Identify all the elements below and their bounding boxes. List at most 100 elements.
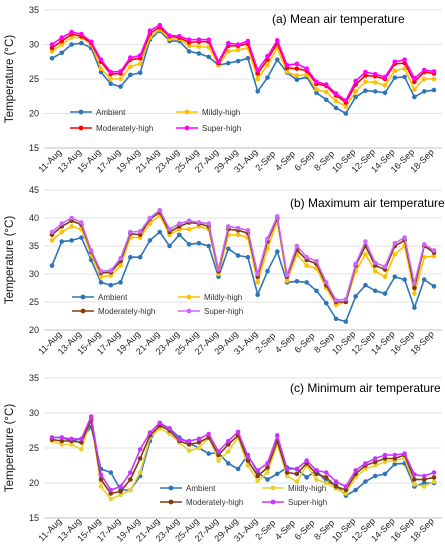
- data-point: [69, 442, 74, 447]
- data-point: [128, 470, 133, 475]
- data-point: [343, 491, 349, 496]
- y-tick-label: 30: [29, 408, 39, 418]
- series-line: [51, 28, 434, 108]
- data-point: [333, 98, 339, 104]
- data-point: [88, 39, 94, 45]
- data-point: [343, 319, 349, 324]
- data-point: [353, 261, 358, 267]
- data-point: [372, 268, 378, 274]
- data-point: [255, 271, 260, 277]
- data-point: [314, 258, 319, 264]
- data-point: [255, 478, 260, 484]
- x-tick-label: 4-Sep: [273, 331, 297, 355]
- data-point: [245, 56, 251, 61]
- data-point: [255, 67, 260, 73]
- data-point: [382, 90, 388, 96]
- data-point: [206, 431, 212, 437]
- data-point: [59, 221, 65, 226]
- series-line: [51, 231, 435, 323]
- data-point: [49, 56, 55, 61]
- data-point: [431, 479, 437, 484]
- data-point: [118, 263, 123, 268]
- data-point: [284, 466, 290, 472]
- data-point: [363, 239, 368, 244]
- data-point: [196, 445, 202, 451]
- x-tick-label: 4-Sep: [273, 149, 297, 173]
- y-tick-label: 35: [29, 373, 39, 383]
- data-point: [353, 89, 358, 94]
- data-point: [108, 69, 114, 75]
- data-point: [118, 69, 123, 74]
- data-point: [108, 81, 114, 87]
- data-point: [314, 471, 319, 477]
- data-point: [69, 238, 74, 243]
- data-point: [69, 29, 74, 35]
- data-point: [412, 285, 417, 291]
- data-point: [59, 435, 65, 440]
- data-point: [137, 447, 143, 452]
- data-point: [186, 242, 192, 247]
- data-point: [333, 479, 339, 484]
- data-point: [245, 458, 251, 463]
- data-point: [98, 274, 104, 280]
- legend-swatch-marker: [80, 308, 86, 314]
- data-point: [79, 220, 84, 225]
- x-tick-label: 6-Sep: [293, 518, 317, 542]
- data-point: [226, 224, 231, 229]
- data-point: [304, 475, 309, 480]
- data-point: [304, 72, 309, 78]
- legend-item: Ambient: [72, 293, 128, 302]
- data-point: [294, 73, 300, 78]
- data-point: [284, 473, 290, 479]
- data-point: [294, 243, 300, 249]
- data-point: [137, 53, 143, 58]
- data-point: [157, 229, 163, 235]
- data-point: [382, 274, 388, 280]
- legend-swatch-marker: [184, 109, 190, 115]
- data-point: [108, 268, 114, 273]
- legend-label: Moderately-high: [186, 498, 243, 507]
- chart-panel-2: 20253035404511-Aug13-Aug15-Aug17-Aug19-A…: [4, 185, 445, 357]
- data-point: [118, 280, 123, 285]
- data-point: [314, 468, 319, 473]
- data-point: [314, 90, 319, 96]
- data-point: [284, 69, 290, 75]
- legend-label: Moderately-high: [98, 307, 155, 316]
- data-point: [59, 239, 65, 244]
- legend-label: Super-high: [204, 307, 243, 316]
- data-point: [128, 477, 133, 482]
- y-tick-label: 40: [29, 213, 39, 223]
- data-point: [304, 458, 309, 463]
- data-point: [157, 420, 163, 426]
- data-point: [412, 305, 417, 310]
- data-point: [118, 84, 123, 89]
- data-point: [323, 470, 329, 475]
- data-point: [294, 278, 300, 284]
- y-axis-label: Temperature (°C): [4, 216, 16, 304]
- data-point: [177, 232, 182, 238]
- data-point: [314, 79, 319, 85]
- data-point: [98, 280, 104, 285]
- data-point: [226, 461, 231, 466]
- data-point: [59, 229, 65, 235]
- data-point: [392, 59, 398, 65]
- data-point: [245, 38, 251, 44]
- legend-item: Ambient: [160, 484, 216, 493]
- data-point: [255, 292, 260, 298]
- legend-label: Super-high: [288, 498, 327, 507]
- y-axis-label: Temperature (°C): [4, 35, 16, 123]
- legend-label: Mildly-high: [204, 293, 242, 302]
- data-point: [323, 280, 329, 285]
- y-tick-label: 35: [29, 241, 39, 251]
- data-point: [392, 75, 398, 80]
- data-point: [363, 88, 368, 94]
- data-point: [245, 254, 251, 260]
- data-point: [49, 238, 55, 243]
- data-point: [186, 43, 192, 49]
- data-point: [343, 98, 349, 103]
- data-point: [431, 253, 437, 259]
- series-line: [51, 24, 435, 102]
- data-point: [421, 473, 427, 479]
- data-point: [333, 105, 339, 111]
- data-point: [333, 484, 339, 489]
